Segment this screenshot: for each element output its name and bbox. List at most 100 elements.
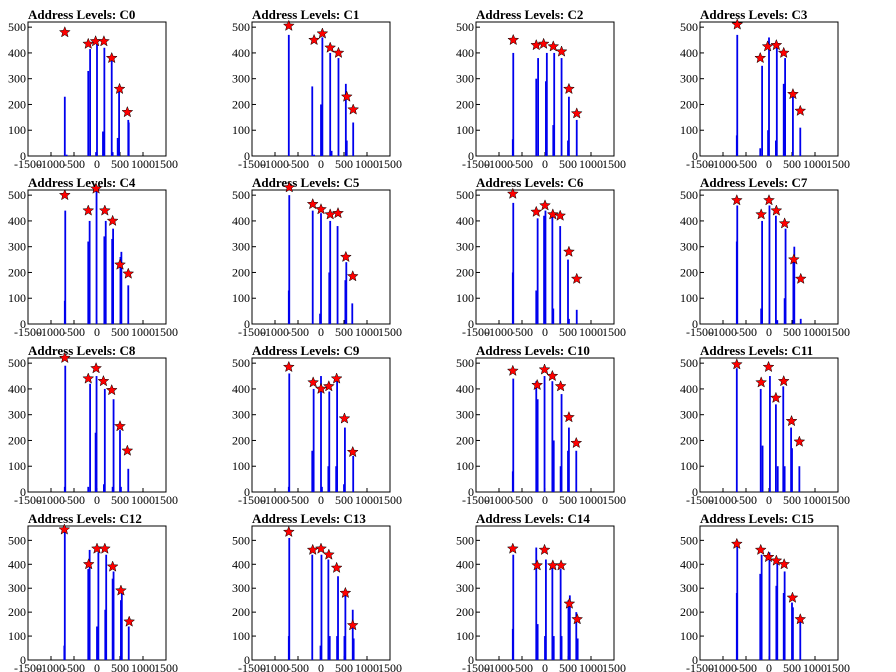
x-tick-label: 1500: [602, 661, 626, 672]
x-tick-label: 1000: [579, 493, 603, 507]
x-tick-label: 500: [559, 661, 577, 672]
x-tick-label: -1000: [485, 493, 513, 507]
bar: [568, 427, 570, 492]
peak-marker: [777, 374, 790, 387]
bar: [64, 365, 67, 492]
bar: [782, 593, 785, 660]
y-tick-label: 200: [680, 265, 698, 279]
y-tick-label: 300: [456, 408, 474, 422]
bar: [783, 571, 786, 660]
bar: [345, 140, 348, 156]
x-tick-label: 1500: [826, 661, 850, 672]
bar: [537, 58, 539, 157]
x-tick-label: -1500: [686, 325, 714, 339]
bar: [768, 552, 771, 660]
x-tick-label: -1000: [261, 157, 289, 171]
bar: [552, 636, 555, 660]
bar: [111, 486, 114, 492]
x-tick-label: 1000: [131, 325, 155, 339]
x-tick-label: 1500: [378, 493, 402, 507]
x-tick-label: -1500: [462, 325, 490, 339]
x-tick-label: 1000: [355, 157, 379, 171]
bar: [559, 569, 562, 660]
bar: [535, 78, 538, 156]
bar: [87, 70, 90, 156]
bar: [103, 236, 106, 324]
bar: [775, 140, 777, 156]
x-tick-label: -1000: [485, 325, 513, 339]
panel-15: Address Levels: C15 0 100 200 300 400 500 -1500…: [680, 511, 850, 672]
peak-marker: [106, 214, 119, 227]
bar: [784, 58, 786, 157]
x-tick-label: 1500: [826, 325, 850, 339]
y-tick-label: 300: [232, 408, 250, 422]
peak-marker: [794, 272, 807, 284]
bar: [791, 602, 793, 660]
bar: [95, 190, 98, 324]
y-tick-label: 100: [680, 291, 698, 305]
peak-marker: [330, 372, 343, 384]
y-tick-label: 300: [680, 581, 698, 595]
y-tick-label: 400: [232, 382, 250, 396]
x-tick-label: 1500: [602, 493, 626, 507]
y-tick-label: 0: [692, 317, 698, 331]
bar: [337, 576, 339, 660]
peak-marker: [730, 358, 743, 370]
x-tick-label: 0: [94, 157, 100, 171]
y-tick-label: 500: [456, 188, 474, 202]
peak-marker: [340, 90, 353, 102]
peak-marker: [506, 364, 519, 376]
bar: [759, 148, 762, 156]
peak-marker: [332, 206, 345, 219]
x-tick-label: 0: [766, 157, 772, 171]
bar: [63, 96, 66, 156]
bar: [512, 378, 515, 492]
x-tick-label: -500: [735, 157, 757, 171]
bar: [767, 130, 769, 156]
x-tick-label: 1000: [803, 493, 827, 507]
bar: [552, 308, 555, 324]
panel-title: Address Levels: C3: [700, 7, 808, 22]
x-tick-label: 1500: [154, 493, 178, 507]
x-tick-label: 0: [542, 493, 548, 507]
y-tick-label: 200: [232, 265, 250, 279]
x-tick-label: 1500: [378, 661, 402, 672]
panel-title: Address Levels: C2: [476, 7, 583, 22]
peak-marker: [755, 208, 768, 220]
peak-marker: [106, 560, 119, 572]
panel-0: Address Levels: C00100200300400500-1500-…: [8, 7, 178, 171]
x-tick-label: -1000: [37, 661, 65, 672]
x-tick-label: 500: [783, 661, 801, 672]
y-tick-label: 400: [456, 46, 474, 60]
panel-title: Address Levels: C4: [28, 175, 136, 190]
bar: [791, 448, 793, 492]
x-tick-label: 1500: [154, 661, 178, 672]
bar: [112, 228, 114, 324]
bar: [568, 96, 570, 156]
peak-marker: [282, 19, 295, 31]
y-tick-label: 200: [232, 605, 250, 619]
peak-marker: [794, 104, 807, 116]
y-tick-label: 100: [456, 123, 474, 137]
bar: [63, 530, 66, 660]
peak-marker: [730, 537, 743, 550]
peak-marker: [770, 204, 783, 216]
bar: [551, 381, 554, 492]
peak-marker: [538, 543, 551, 556]
bar: [793, 246, 796, 324]
peak-marker: [554, 380, 567, 392]
peak-marker: [778, 217, 791, 229]
y-tick-label: 400: [680, 214, 698, 228]
peak-marker: [324, 208, 337, 220]
peak-marker: [347, 103, 360, 115]
peak-marker: [123, 615, 136, 627]
y-tick-label: 300: [456, 581, 474, 595]
x-tick-label: 0: [318, 493, 324, 507]
peak-marker: [315, 382, 327, 395]
bar: [536, 218, 539, 324]
y-tick-label: 200: [456, 433, 474, 447]
peak-marker: [58, 26, 71, 38]
x-tick-label: 1500: [826, 157, 850, 171]
y-tick-label: 100: [680, 123, 698, 137]
y-tick-label: 500: [232, 188, 250, 202]
